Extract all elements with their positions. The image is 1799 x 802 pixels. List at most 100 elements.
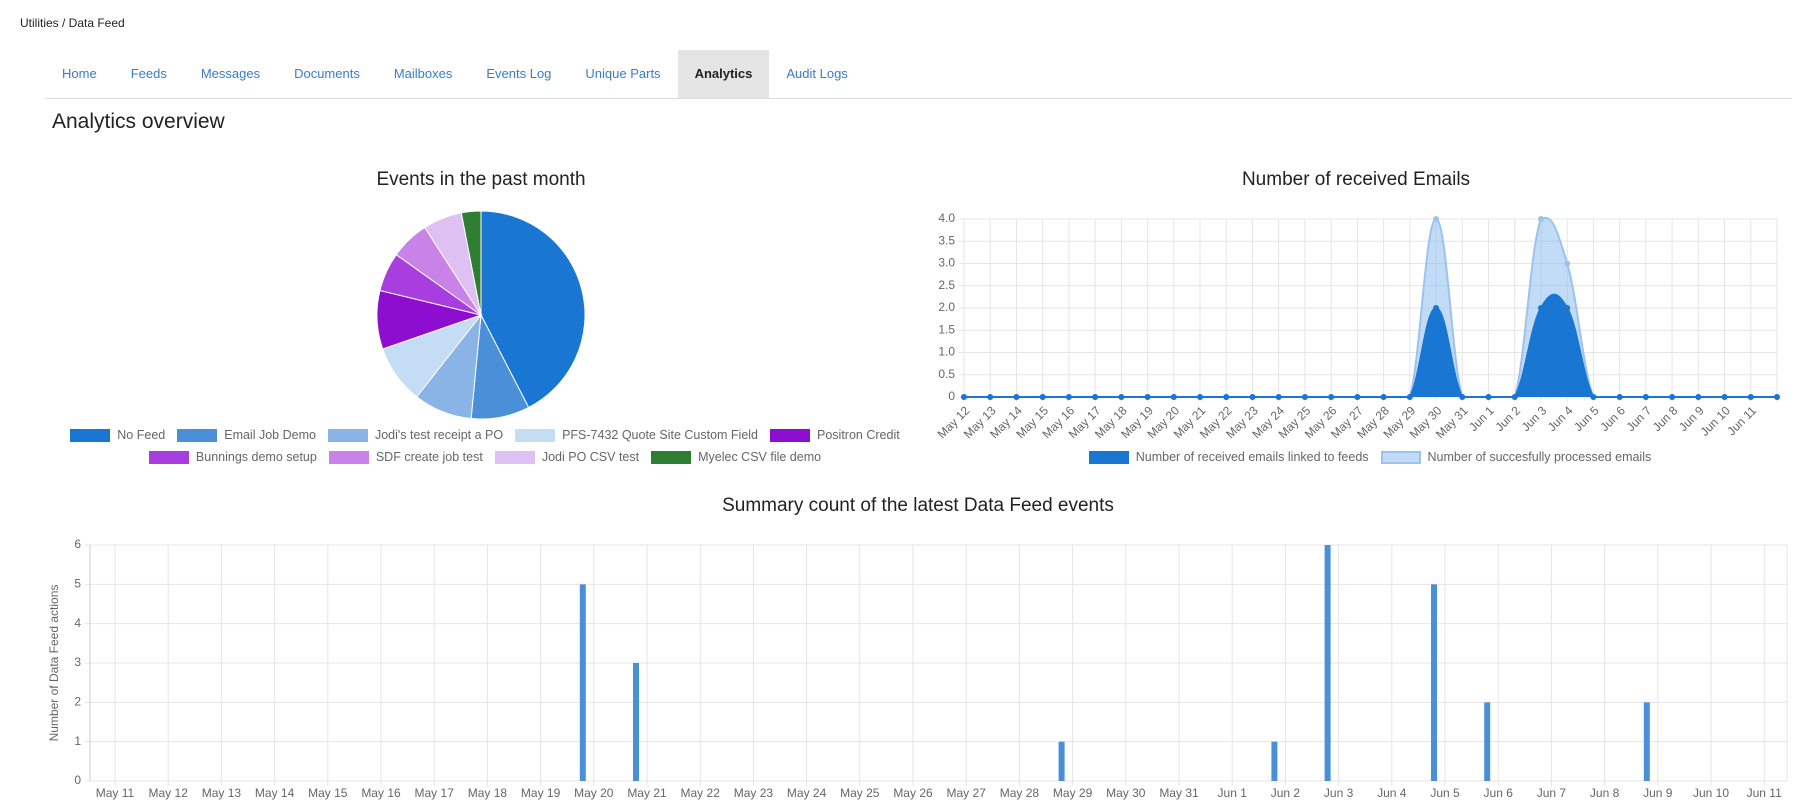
legend-item: No Feed [70, 424, 165, 446]
x-tick-label: May 18 [468, 786, 508, 800]
legend-label: Myelec CSV file demo [698, 450, 822, 464]
x-tick-label: May 12 [149, 786, 189, 800]
x-tick-label: May 11 [96, 786, 135, 800]
x-tick-label: May 14 [255, 786, 295, 800]
nav-tab[interactable]: Documents [294, 66, 360, 81]
x-tick-label: Jun 7 [1537, 786, 1567, 800]
x-tick-label: May 24 [787, 786, 827, 800]
x-tick-label: Jun 4 [1545, 403, 1576, 434]
x-tick-label: May 17 [415, 786, 455, 800]
legend-swatch [70, 428, 111, 442]
point [1039, 394, 1046, 400]
legend-item: Number of succesfully processed emails [1380, 446, 1652, 468]
point [1721, 394, 1728, 400]
x-tick-label: May 31 [1159, 786, 1199, 800]
nav-tab[interactable]: Mailboxes [393, 66, 453, 81]
chart-title: Number of received Emails [1242, 169, 1470, 190]
page-heading: Analytics overview [52, 110, 225, 133]
legend-label: PFS-7432 Quote Site Custom Field [562, 428, 759, 442]
y-tick-label: 2 [74, 695, 81, 709]
x-tick-label: Jun 8 [1650, 403, 1681, 434]
x-tick-label: Jun 2 [1492, 403, 1523, 434]
point [1433, 305, 1440, 311]
legend-item: Jodi's test receipt a PO [327, 424, 503, 446]
point [1774, 394, 1780, 400]
point [1564, 260, 1571, 267]
y-tick-label: 1.5 [938, 322, 955, 336]
x-tick-label: Jun 1 [1218, 786, 1248, 800]
bar [1324, 545, 1331, 781]
point [1223, 394, 1230, 400]
x-tick-label: May 21 [627, 786, 667, 800]
x-tick-label: Jun 8 [1590, 786, 1620, 800]
point [1249, 394, 1256, 400]
y-tick-label: 4.0 [938, 211, 955, 225]
legend-label: Email Job Demo [224, 428, 316, 442]
point [1144, 394, 1151, 400]
bar [1431, 584, 1437, 781]
point [1537, 305, 1544, 311]
y-tick-label: 1 [74, 734, 81, 748]
legend-swatch [327, 428, 368, 442]
bar [579, 584, 586, 781]
x-tick-label: Jun 10 [1693, 786, 1729, 800]
point [1118, 394, 1125, 400]
area-fill [964, 217, 1777, 397]
y-tick-label: 3 [74, 655, 81, 669]
y-tick-label: 2.5 [938, 278, 955, 292]
y-tick-label: 0 [74, 773, 81, 787]
x-tick-label: Jun 6 [1484, 786, 1514, 800]
x-tick-label: Jun 3 [1519, 403, 1550, 434]
x-tick-label: Jun 10 [1698, 403, 1734, 439]
legend-label: Number of succesfully processed emails [1427, 450, 1652, 464]
nav-tab[interactable]: Unique Parts [585, 66, 661, 81]
legend-item: PFS-7432 Quote Site Custom Field [515, 424, 758, 446]
x-tick-label: May 30 [1106, 786, 1146, 800]
y-tick-label: 3.5 [938, 233, 955, 247]
legend-swatch [148, 450, 189, 464]
nav-tab[interactable]: Home [62, 66, 97, 81]
line [964, 216, 1777, 398]
legend-swatch [494, 450, 535, 464]
x-tick-label: Jun 6 [1597, 403, 1628, 434]
x-tick-label: Jun 5 [1571, 403, 1602, 434]
legend-swatch [651, 450, 692, 464]
point [1459, 394, 1466, 400]
nav-tab[interactable]: Messages [200, 66, 261, 81]
x-tick-label: Jun 4 [1377, 786, 1407, 800]
point [1616, 394, 1623, 400]
x-tick-label: May 26 [893, 786, 933, 800]
point [1065, 394, 1072, 400]
point [961, 394, 967, 400]
legend: Number of received emails linked to feed… [960, 446, 1780, 468]
legend-swatch [515, 428, 556, 442]
nav-tab[interactable]: Analytics [677, 50, 770, 98]
nav-tab[interactable]: Audit Logs [786, 66, 848, 81]
x-tick-label: May 19 [521, 786, 561, 800]
point [987, 394, 994, 400]
point [1301, 394, 1308, 400]
legend-swatch [1088, 450, 1129, 464]
point [1170, 394, 1177, 400]
x-tick-label: May 13 [202, 786, 242, 800]
point [1747, 394, 1754, 400]
nav-tab[interactable]: Feeds [130, 66, 167, 81]
x-tick-label: Jun 9 [1643, 786, 1673, 800]
breadcrumb: Utilities / Data Feed [20, 16, 125, 30]
y-tick-label: 2.0 [938, 300, 955, 314]
point [1511, 394, 1518, 400]
point [1406, 394, 1413, 400]
x-tick-label: May 20 [574, 786, 614, 800]
nav-tab[interactable]: Events Log [486, 66, 552, 81]
y-tick-label: 6 [74, 537, 81, 551]
legend-label: Jodi PO CSV test [541, 450, 640, 464]
point [1328, 394, 1335, 400]
bar [1058, 741, 1065, 781]
point [1433, 216, 1440, 222]
legend-label: No Feed [117, 428, 166, 442]
point [1485, 394, 1492, 400]
point [1537, 216, 1544, 222]
point [1354, 394, 1361, 400]
bar [633, 663, 639, 781]
